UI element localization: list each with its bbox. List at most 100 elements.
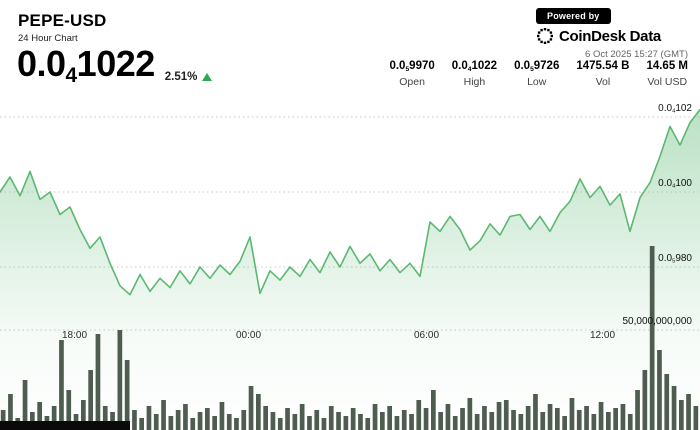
stat-high: 0.041022 High [452, 60, 497, 88]
volume-bar [95, 334, 101, 430]
chart-range-subtitle: 24 Hour Chart [18, 33, 78, 44]
stat-open-label: Open [399, 75, 425, 88]
volume-bar [547, 404, 553, 430]
volume-bar [540, 412, 546, 430]
volume-bar [679, 400, 684, 430]
volume-bar [205, 408, 210, 430]
stat-low-label: Low [527, 75, 547, 88]
price-row: 0.041022 2.51% [17, 46, 213, 87]
bottom-banner-fragment [0, 421, 130, 430]
volume-bar [183, 404, 188, 430]
volume-bar [562, 416, 567, 430]
volume-bar [51, 406, 57, 430]
volume-bar [66, 390, 72, 430]
volume-bar [88, 370, 93, 430]
stat-open-value: 0.059970 [389, 60, 435, 73]
volume-bar [139, 418, 144, 430]
volume-bar [0, 410, 6, 430]
stat-vol-usd-label: Vol USD [647, 75, 688, 88]
brand-block: Powered by CoinDesk Data 6 Oct 2025 15:2… [536, 6, 688, 60]
current-price: 0.041022 [17, 46, 155, 87]
coindesk-logo: CoinDesk Data [536, 27, 688, 45]
chart-timestamp: 6 Oct 2025 15:27 (GMT) [585, 49, 688, 60]
up-arrow-icon [202, 72, 213, 81]
volume-bar [256, 394, 261, 430]
price-line-path [0, 108, 700, 296]
volume-bar [37, 402, 42, 430]
stat-vol-usd: 14.65 M Vol USD [646, 60, 688, 88]
volume-bar [102, 406, 108, 430]
volume-bar [190, 418, 196, 430]
volume-bar [161, 400, 166, 430]
volume-bar [219, 402, 225, 430]
volume-bar [613, 408, 618, 430]
volume-bar [270, 412, 276, 430]
volume-bar [591, 414, 597, 430]
stat-vol-usd-value: 14.65 M [646, 60, 688, 72]
volume-bar [467, 398, 473, 430]
volume-bar [197, 412, 203, 430]
volume-bars [0, 246, 699, 430]
volume-bar [482, 406, 487, 430]
stats-row: 0.059970 Open 0.041022 High 0.059726 Low… [389, 60, 688, 88]
volume-bar [358, 414, 363, 430]
volume-bar [401, 410, 407, 430]
volume-bar [241, 410, 247, 430]
volume-bar [693, 406, 699, 430]
volume-bar [277, 418, 283, 430]
volume-bar [380, 412, 385, 430]
price-subscript: 4 [65, 63, 78, 87]
volume-bar [518, 414, 524, 430]
stat-high-value: 0.041022 [451, 60, 498, 73]
volume-bar [81, 400, 86, 430]
volume-bar [409, 414, 414, 430]
powered-by-badge: Powered by [536, 8, 611, 24]
volume-bar [555, 408, 560, 430]
volume-bar [8, 394, 13, 430]
volume-bar [146, 406, 152, 430]
volume-bar [686, 394, 691, 430]
volume-bar [474, 414, 480, 430]
volume-bar [460, 408, 465, 430]
volume-bar [175, 410, 181, 430]
volume-bar [124, 360, 130, 430]
volume-bar [365, 418, 371, 430]
volume-bar [292, 414, 298, 430]
volume-bar [212, 416, 217, 430]
price-area-fill [0, 109, 700, 430]
stat-low-value: 0.059726 [514, 60, 560, 73]
stat-vol: 1475.54 B Vol [576, 60, 629, 88]
volume-bar [598, 402, 604, 430]
volume-bar [328, 406, 334, 430]
volume-bar [489, 412, 495, 430]
volume-bar [584, 406, 589, 430]
volume-bar [132, 410, 137, 430]
volume-bar [452, 416, 458, 430]
volume-bar [657, 350, 662, 430]
volume-bar [635, 390, 640, 430]
price-prefix: 0.0 [17, 43, 66, 84]
volume-bar [642, 370, 648, 430]
volume-bar [649, 246, 655, 430]
volume-bar [525, 406, 531, 430]
volume-bar [117, 330, 123, 430]
volume-bar [263, 406, 268, 430]
volume-bar [503, 400, 509, 430]
volume-bar [627, 414, 633, 430]
volume-bar [314, 410, 320, 430]
volume-bar [431, 390, 436, 430]
stat-vol-value: 1475.54 B [576, 60, 630, 72]
volume-bar [620, 404, 626, 430]
volume-bar [307, 416, 312, 430]
volume-bar [343, 416, 349, 430]
volume-bar [576, 410, 582, 430]
volume-bar [606, 412, 611, 430]
volume-bar [336, 412, 341, 430]
volume-bar [372, 404, 378, 430]
volume-bar [321, 418, 327, 430]
volume-bar [226, 414, 232, 430]
price-change-percent: 2.51% [164, 70, 198, 83]
price-change: 2.51% [165, 71, 213, 83]
volume-bar [416, 400, 422, 430]
